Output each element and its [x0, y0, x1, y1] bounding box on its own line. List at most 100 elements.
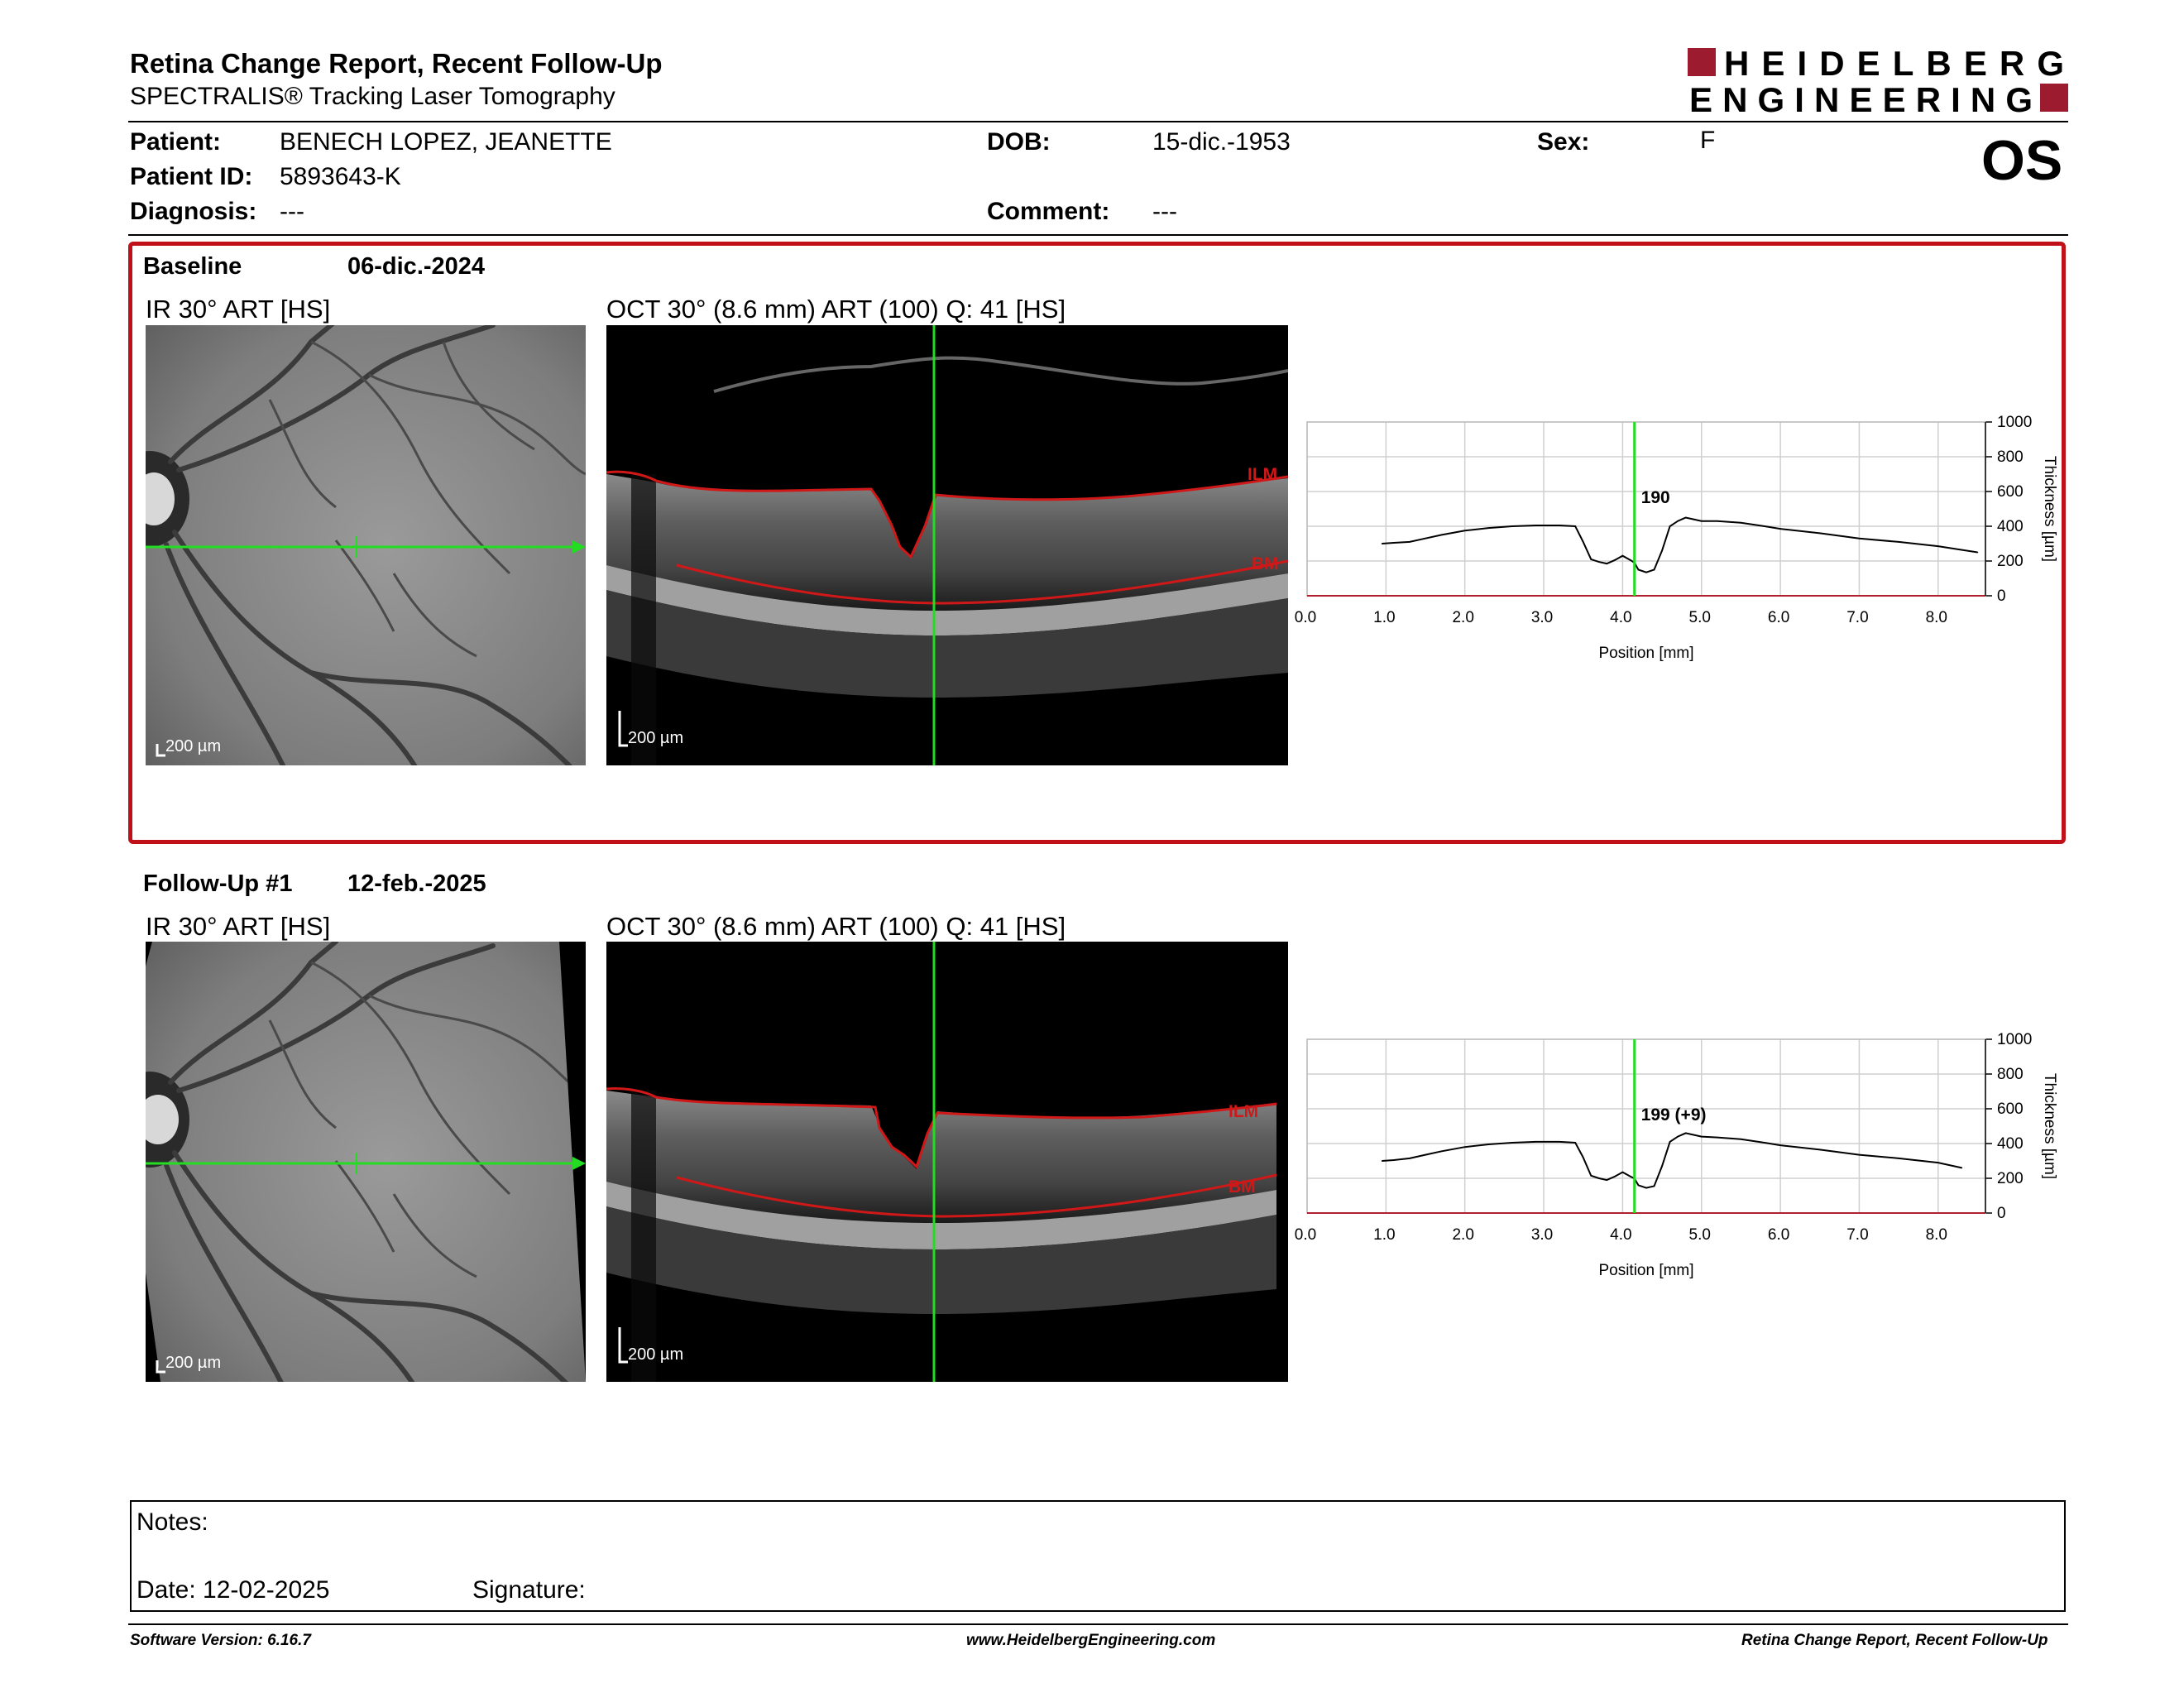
thickness-point: [1381, 543, 1383, 544]
y-tick-label: 200: [1997, 1170, 2024, 1187]
y-tick-label: 1000: [1997, 1031, 2032, 1048]
baseline-ir-image[interactable]: 200 µm: [146, 325, 586, 765]
footer-website[interactable]: www.HeidelbergEngineering.com: [966, 1632, 1216, 1649]
thickness-point: [1669, 1141, 1671, 1143]
thickness-line: [1382, 1132, 1962, 1189]
thickness-point: [1425, 537, 1426, 539]
x-tick-label: 0.0: [1295, 1226, 1316, 1244]
thickness-point: [1463, 530, 1466, 532]
thickness-point: [1409, 541, 1410, 543]
baseline-oct-caption: OCT 30° (8.6 mm) ART (100) Q: 41 [HS]: [606, 295, 1066, 324]
dob-label: DOB:: [987, 128, 1051, 156]
notes-date: Date: 12-02-2025: [136, 1576, 330, 1604]
y-tick-label: 600: [1997, 1101, 2024, 1118]
thickness-point: [1487, 1144, 1490, 1145]
thickness-point: [1440, 1150, 1442, 1153]
thickness-point: [1621, 554, 1624, 557]
svg-text:BM: BM: [1228, 1177, 1256, 1196]
x-tick-label: 6.0: [1768, 609, 1789, 626]
thickness-point: [1898, 541, 1899, 543]
thickness-point: [1597, 1177, 1600, 1179]
thickness-point: [1898, 1158, 1899, 1159]
thickness-point: [1535, 1141, 1537, 1143]
x-tick-label: 3.0: [1531, 609, 1553, 626]
y-tick-label: 1000: [1997, 414, 2032, 431]
thickness-point: [1637, 568, 1640, 571]
svg-text:200 µm: 200 µm: [628, 729, 683, 747]
baseline-thickness-chart[interactable]: 0.0 1.0 2.0 3.0 4.0 5.0 6.0 7.0 8.0 0 200 400 600 800…: [1295, 405, 2068, 679]
thickness-point: [1661, 549, 1663, 552]
patient-name: BENECH LOPEZ, JEANETTE: [280, 128, 612, 156]
thickness-point: [1779, 528, 1781, 530]
followup-ir-image[interactable]: 200 µm: [146, 942, 586, 1382]
comment-label: Comment:: [987, 198, 1110, 225]
followup-thickness-chart[interactable]: 0.0 1.0 2.0 3.0 4.0 5.0 6.0 7.0 8.0 0 200 400 600 800…: [1295, 1023, 2068, 1296]
thickness-point: [1393, 542, 1395, 544]
x-tick-label: 5.0: [1689, 609, 1711, 626]
baseline-frame: [128, 242, 2066, 844]
thickness-point: [1740, 1138, 1742, 1140]
thickness-point: [1700, 520, 1703, 522]
thickness-point: [1645, 571, 1647, 573]
thickness-point: [1590, 559, 1592, 560]
svg-text:200 µm: 200 µm: [165, 1354, 221, 1372]
heidelberg-logo: HEIDELBERG ENGINEERING: [1688, 46, 2068, 116]
thickness-point: [1717, 520, 1718, 522]
y-tick-label: 0: [1997, 587, 2006, 605]
x-tick-label: 1.0: [1373, 1226, 1395, 1244]
followup-date: 12-feb.-2025: [347, 870, 486, 897]
followup-oct-image[interactable]: ILM BM 200 µm: [606, 942, 1288, 1382]
y-axis-label: Thickness [µm]: [2041, 1073, 2058, 1179]
thickness-point: [1559, 1141, 1560, 1143]
x-axis-label: Position [mm]: [1598, 1262, 1693, 1279]
y-tick-label: 400: [1997, 1135, 2024, 1153]
followup-oct-caption: OCT 30° (8.6 mm) ART (100) Q: 41 [HS]: [606, 912, 1066, 941]
thickness-point: [1425, 1153, 1426, 1156]
signature-label: Signature:: [472, 1576, 586, 1604]
y-tick-label: 800: [1997, 1066, 2024, 1083]
x-tick-label: 6.0: [1768, 1226, 1789, 1244]
thickness-point: [1818, 532, 1821, 535]
followup-label: Follow-Up #1: [143, 870, 293, 897]
x-tick-label: 3.0: [1531, 1226, 1553, 1244]
x-tick-label: 0.0: [1295, 609, 1316, 626]
thickness-point: [1630, 1176, 1631, 1177]
svg-text:ENGINEERING: ENGINEERING: [1689, 80, 2035, 116]
report-subtitle: SPECTRALIS® Tracking Laser Tomography: [130, 83, 615, 110]
thickness-point: [1693, 518, 1695, 520]
plot-frame: [1306, 421, 1986, 597]
baseline-oct-image[interactable]: ILM BM 200 µm: [606, 325, 1288, 765]
patient-id-value: 5893643-K: [280, 163, 401, 190]
diagnosis-label: Diagnosis:: [130, 198, 257, 225]
thickness-point: [1381, 1160, 1383, 1162]
thickness-point: [1637, 1184, 1640, 1187]
x-tick-label: 8.0: [1926, 609, 1947, 626]
thickness-point: [1653, 568, 1655, 571]
y-tick-label: 800: [1997, 448, 2024, 466]
x-tick-label: 7.0: [1846, 609, 1868, 626]
y-tick-label: 400: [1997, 518, 2024, 535]
thickness-point: [1764, 525, 1765, 527]
notes-box[interactable]: Notes: Date: 12-02-2025 Signature:: [130, 1500, 2066, 1612]
thickness-point: [1717, 1136, 1718, 1139]
thickness-point: [1582, 1157, 1584, 1158]
thickness-point: [1645, 1187, 1647, 1189]
thickness-point: [1677, 1135, 1679, 1138]
x-tick-label: 8.0: [1926, 1226, 1947, 1244]
thickness-point: [1574, 525, 1576, 527]
thickness-point: [1661, 1165, 1663, 1168]
svg-text:ILM: ILM: [1248, 465, 1277, 484]
diagnosis-value: ---: [280, 198, 304, 225]
x-tick-label: 4.0: [1610, 609, 1631, 626]
dob-value: 15-dic.-1953: [1152, 128, 1291, 156]
svg-text:200 µm: 200 µm: [165, 737, 221, 755]
footer-report-name: Retina Change Report, Recent Follow-Up: [1741, 1632, 2048, 1649]
sex-label: Sex:: [1537, 128, 1590, 156]
svg-text:ILM: ILM: [1228, 1102, 1258, 1121]
thickness-point: [1764, 1142, 1765, 1144]
patient-label: Patient:: [130, 128, 222, 156]
thickness-point: [1574, 1142, 1576, 1144]
thickness-point: [1630, 559, 1631, 561]
thickness-point: [1937, 545, 1939, 547]
thickness-point: [1700, 1135, 1703, 1138]
